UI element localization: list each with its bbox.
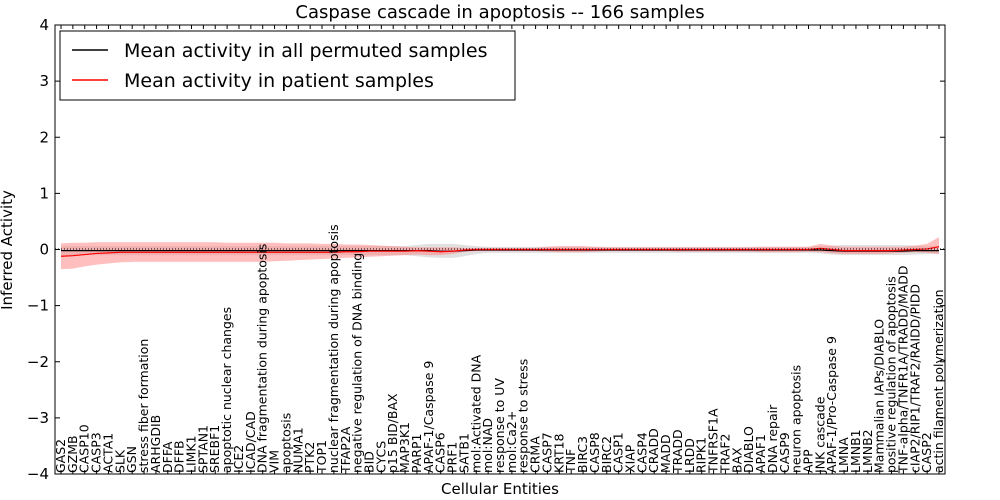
x-tick-label: cIAP2/RIP1/TRAF2/RAIDD/PIDD (907, 284, 922, 473)
x-tick-label: MADD (658, 434, 673, 473)
x-tick-label: SLK (112, 449, 127, 473)
x-tick-label: RIPK1 (694, 437, 709, 473)
x-tick-label: CASP7 (539, 432, 554, 473)
x-tick-label: TRAF2 (717, 433, 732, 474)
x-tick-label: BIRC3 (575, 436, 590, 473)
x-tick-label: CYCS (373, 441, 388, 473)
x-tick-label: DNA repair (765, 404, 780, 473)
x-tick-label: PRF1 (445, 442, 460, 473)
x-tick-label: CRMA (528, 436, 543, 473)
x-tick-label: CASP3 (89, 432, 104, 473)
legend-label-permuted: Mean activity in all permuted samples (124, 40, 487, 62)
x-tick-label: BID (361, 451, 376, 473)
x-tick-label: CASP8 (587, 432, 602, 473)
x-tick-label: GSN (124, 446, 139, 473)
x-tick-label: JNK cascade (812, 396, 827, 474)
x-tick-label: ARHGDIB (148, 415, 163, 473)
x-tick-label: actin filament polymerization (931, 289, 946, 473)
x-tick-label: TNF (563, 449, 578, 474)
y-tick-label: 1 (39, 184, 49, 202)
x-tick-label: APAF-1/Pro-Caspase 9 (824, 336, 839, 473)
y-tick-label: −4 (27, 465, 49, 483)
x-tick-label: mol:NAD (480, 418, 495, 473)
x-tick-label: LIMK1 (184, 435, 199, 473)
x-tick-label: SATB1 (456, 433, 471, 473)
x-tick-label: DFFA (160, 441, 175, 473)
x-tick-label: SREBF1 (207, 425, 222, 473)
plot-frame (54, 24, 946, 475)
x-tick-label: apoptotic nuclear changes (219, 307, 234, 473)
x-tick-label: CASP6 (433, 432, 448, 473)
x-tick-label: p15 BID/BAX (385, 393, 400, 473)
x-tick-label: CASP1 (611, 432, 626, 473)
x-tick-label: CRADD (646, 428, 661, 473)
x-tick-label: mol:Activated DNA (468, 354, 483, 473)
x-tick-label: SPTAN1 (195, 425, 210, 473)
x-tick-label: BAX (729, 447, 744, 473)
x-tick-label: ACTA1 (100, 433, 115, 473)
chart-title: Caspase cascade in apoptosis -- 166 samp… (295, 2, 704, 23)
x-tick-label: TNF-alpha/TNFR1A/TRADD/MADD (895, 265, 910, 474)
x-tick-label: stress fiber formation (136, 339, 151, 473)
x-tick-label: XIAP (623, 444, 638, 473)
x-tick-label: DIABLO (741, 426, 756, 473)
x-tick-label: Mammalian IAPs/DIABLO (872, 319, 887, 473)
x-tick-label: response to UV (492, 378, 507, 473)
x-axis-label: Cellular Entities (441, 480, 559, 498)
legend-box (59, 30, 516, 101)
legend: Mean activity in all permuted samples Me… (59, 30, 516, 101)
legend-label-patient: Mean activity in patient samples (124, 70, 434, 92)
x-tick-label: TNFRSF1A (706, 408, 721, 474)
x-tick-label: mol:Ca2+ (504, 411, 519, 473)
x-tick-label: MAP3K1 (397, 422, 412, 473)
y-tick-label: 2 (39, 128, 49, 146)
x-tick-label: DFFB (172, 440, 187, 473)
y-tick-label: 4 (39, 16, 49, 34)
x-tick-label: ICE2 (231, 445, 246, 473)
y-tick-label: 0 (39, 241, 49, 259)
x-tick-label: PTK2 (302, 442, 317, 473)
x-tick-label: GZMB (65, 435, 80, 473)
x-tick-label: NUMA1 (290, 427, 305, 473)
x-tick-label: nuclear fragmentation during apoptosis (326, 224, 341, 473)
x-tick-label: VIM (267, 450, 282, 473)
x-tick-label: response to stress (516, 359, 531, 473)
y-tick-label: 3 (39, 72, 49, 90)
x-tick-label: CASP2 (919, 432, 934, 473)
y-tick-label: −1 (27, 297, 49, 315)
x-tick-label: negative regulation of DNA binding (350, 253, 365, 473)
x-tick-label: LRDD (682, 438, 697, 473)
y-tick-label: −2 (27, 353, 49, 371)
x-tick-label: ICAD/CAD (243, 411, 258, 473)
x-tick-label: CASP10 (77, 424, 92, 473)
x-tick-label: LMNB1 (848, 429, 863, 473)
band-patient (61, 237, 939, 270)
y-axis: −4 −3 −2 −1 0 1 2 3 4 (27, 16, 945, 483)
x-tick-label: DNA fragmentation during apoptosis (255, 244, 270, 473)
x-tick-label: CASP4 (634, 432, 649, 473)
x-tick-label: APAF1 (753, 434, 768, 473)
y-axis-label: Inferred Activity (0, 190, 16, 310)
x-tick-label: neuron apoptosis (789, 365, 804, 473)
x-tick-label: positive regulation of apoptosis (884, 276, 899, 473)
x-tick-label: APP (800, 449, 815, 473)
x-tick-label: GAS2 (53, 439, 68, 473)
y-tick-label: −3 (27, 409, 49, 427)
x-tick-label: KRT18 (551, 433, 566, 473)
x-tick-label: PARP1 (409, 434, 424, 473)
x-tick-label: CASP9 (777, 432, 792, 473)
x-tick-label: TOP1 (314, 440, 329, 474)
x-tick-label: BIRC2 (599, 436, 614, 473)
x-tick-label: TRADD (670, 429, 685, 474)
x-tick-label: TFAP2A (338, 426, 353, 474)
x-tick-label: LMNB2 (860, 429, 875, 473)
confidence-bands (61, 237, 939, 270)
x-tick-label: apoptosis (278, 413, 293, 473)
x-tick-label: LMNA (836, 437, 851, 473)
x-tick-label: APAF-1/Caspase 9 (421, 361, 436, 473)
